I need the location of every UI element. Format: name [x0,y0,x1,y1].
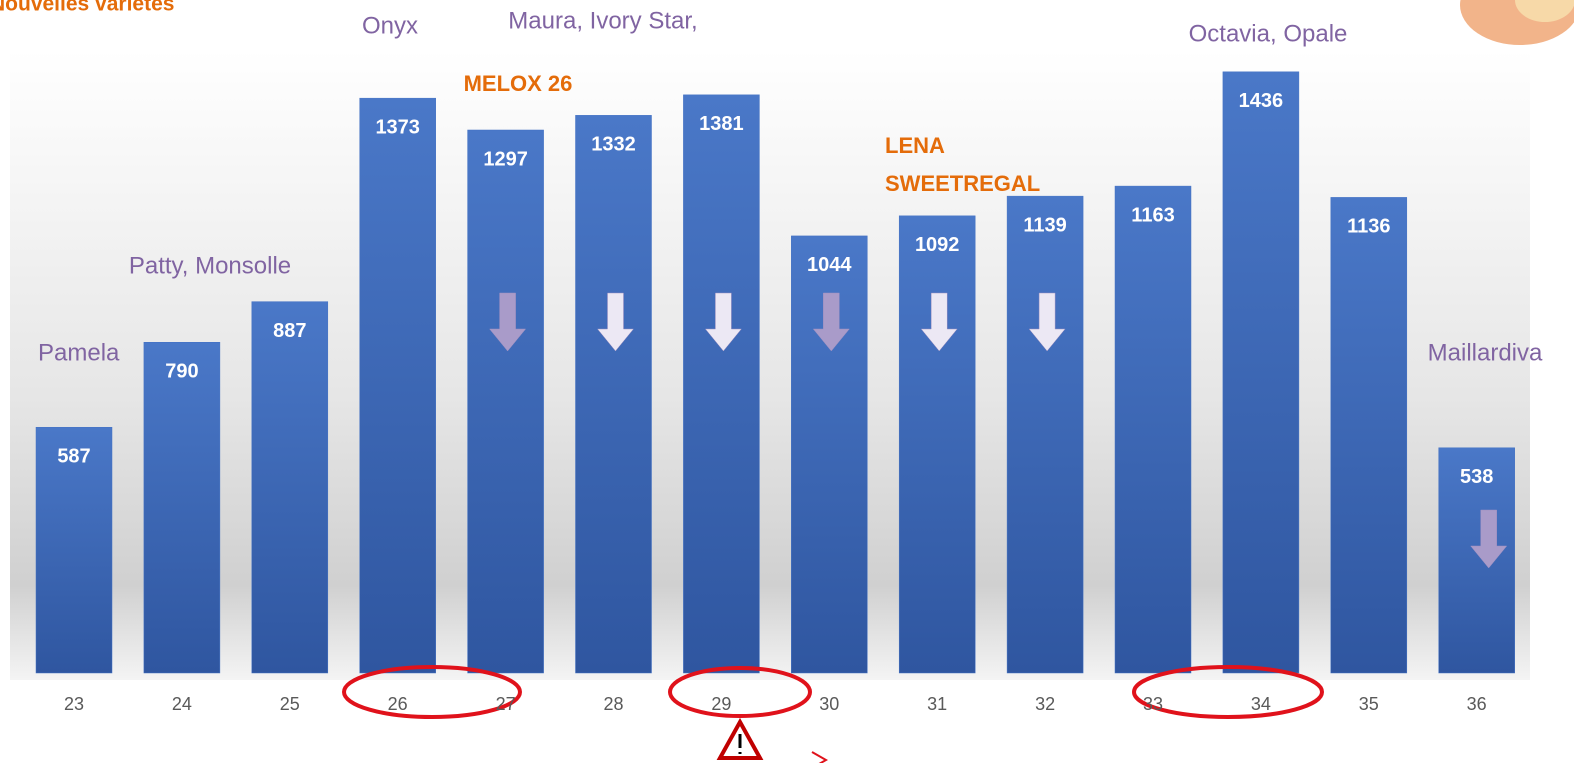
x-tick-label: 24 [172,694,192,714]
x-tick-label: 32 [1035,694,1055,714]
x-tick-label: 36 [1467,694,1487,714]
value-label: 1044 [807,254,852,276]
down-arrow [920,292,958,352]
red-arrow [811,751,829,763]
x-tick-label: 35 [1359,694,1379,714]
value-label: 1092 [915,234,960,256]
decorations [342,665,1324,763]
highlight-ellipse [1132,665,1324,719]
x-tick-label: 27 [496,694,516,714]
bar [1330,197,1408,674]
down-arrow [489,292,527,352]
x-tick-label: 34 [1251,694,1271,714]
annotation: Pamela [38,339,120,366]
bar [1222,71,1300,674]
x-tick-label: 29 [711,694,731,714]
down-arrow [1470,509,1508,569]
bar [683,94,760,674]
value-label: 887 [273,320,306,342]
highlight-ellipse [668,666,812,718]
down-arrow [704,292,742,352]
bar [467,129,544,674]
value-label: 1373 [375,116,420,138]
x-tick-label: 23 [64,694,84,714]
annotation: Nouvelles variétés [0,0,174,16]
down-arrow [812,292,850,352]
annotation: MELOX 26 [464,71,573,96]
annotation: SWEETREGAL [885,171,1040,196]
value-label: 538 [1460,466,1493,488]
annotation: Onyx [362,12,418,39]
down-arrow [1028,292,1066,352]
x-tick-label: 33 [1143,694,1163,714]
bar [575,115,652,674]
value-label: 1297 [483,148,528,170]
annotation: LENA [885,133,945,158]
value-label: 1436 [1239,90,1284,112]
value-label: 790 [165,361,198,383]
annotation: Maura, Ivory Star, [508,7,697,34]
x-tick-label: 25 [280,694,300,714]
annotation: Maillardiva [1428,339,1543,366]
bar [898,215,976,674]
bar [1438,447,1515,674]
bar [359,97,436,674]
x-tick-label: 30 [819,694,839,714]
value-label: 1332 [591,134,636,156]
bars: 587 790 887 1373 1297 1332 1381 1044 1092 1139 116… [35,71,1515,674]
x-tick-label: 28 [603,694,623,714]
x-tick-label: 31 [927,694,947,714]
bar [251,301,329,674]
value-label: 1139 [1023,214,1066,236]
value-label: 1136 [1347,216,1390,238]
highlight-ellipse [342,665,522,719]
down-arrow [596,292,635,352]
bar [1114,185,1192,674]
annotation: Octavia, Opale [1189,20,1348,47]
x-tick-label: 26 [388,694,408,714]
bar [143,342,221,674]
bar [1006,195,1084,674]
annotation: Patty, Monsolle [129,252,291,279]
plot-background [10,50,1530,680]
value-label: 587 [57,446,90,468]
value-label: 1381 [699,113,744,135]
bar [35,426,113,674]
peach-image [1515,0,1574,22]
value-label: 1163 [1131,204,1174,226]
header-background [0,0,1574,50]
